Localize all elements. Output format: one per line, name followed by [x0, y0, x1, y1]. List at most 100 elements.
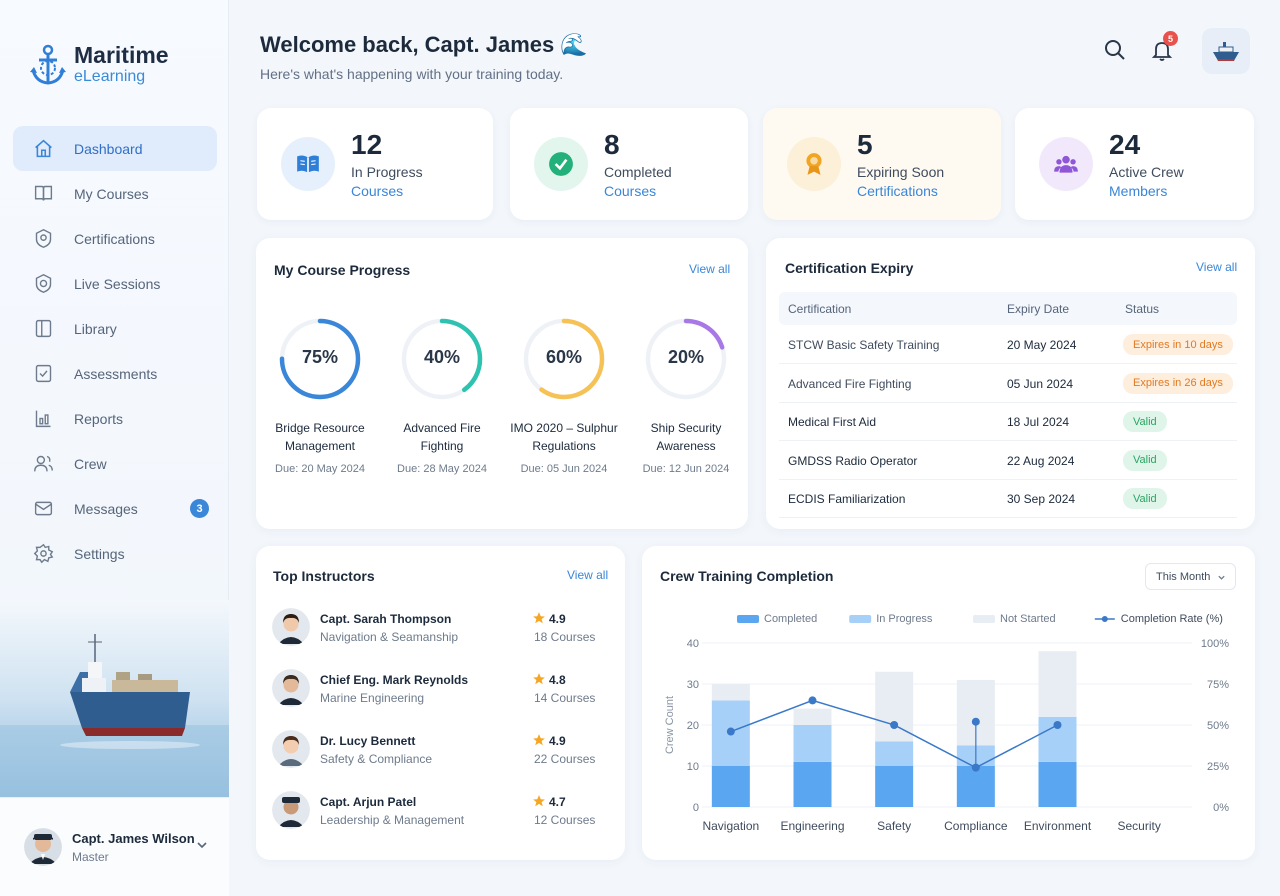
sidebar-item-my-courses[interactable]: My Courses — [13, 171, 217, 216]
cert-table-header: Certification Expiry Date Status — [779, 292, 1237, 325]
stat-number: 24 — [1109, 128, 1141, 160]
stat-card-crew[interactable]: 24 Active Crew Members — [1015, 108, 1254, 220]
ring-progress-arc — [401, 318, 483, 400]
stat-icon-wrap — [534, 137, 588, 191]
bar-segment[interactable] — [793, 761, 832, 807]
bell-icon[interactable] — [1150, 38, 1174, 62]
list-item[interactable]: Dr. Lucy Bennett Safety & Compliance 4.9 22… — [272, 730, 602, 770]
ring-progress-arc — [645, 318, 727, 400]
period-select[interactable]: This Month — [1145, 563, 1236, 590]
bar-segment[interactable] — [711, 684, 750, 701]
stat-card-expiring[interactable]: 5 Expiring Soon Certifications — [763, 108, 1001, 220]
brand-subtitle: eLearning — [74, 68, 146, 85]
sidebar-item-live-sessions[interactable]: Live Sessions — [13, 261, 217, 306]
stat-number: 12 — [351, 128, 383, 160]
bar-segment[interactable] — [956, 766, 995, 807]
table-row[interactable]: Medical First Aid 18 Jul 2024 Valid — [779, 403, 1237, 441]
checklist-icon — [35, 364, 52, 383]
instructor-course-count: 18 Courses — [534, 630, 596, 644]
sidebar-item-reports[interactable]: Reports — [13, 396, 217, 441]
page-subtitle: Here's what's happening with your traini… — [260, 66, 564, 82]
bar-segment[interactable] — [1038, 761, 1077, 807]
list-item[interactable]: Capt. Sarah Thompson Navigation & Seamans… — [272, 608, 602, 648]
progress-ring[interactable]: 60% — [522, 317, 606, 401]
progress-ring[interactable]: 40% — [400, 317, 484, 401]
view-all-link[interactable]: View all — [567, 568, 609, 582]
x-tick-label: Compliance — [944, 819, 1008, 833]
period-select-value: This Month — [1156, 570, 1211, 583]
legend-line-marker — [1101, 616, 1108, 622]
progress-ring[interactable]: 20% — [644, 317, 728, 401]
card-title: My Course Progress — [274, 262, 411, 278]
star-icon — [533, 734, 545, 746]
sidebar-item-settings[interactable]: Settings — [13, 531, 217, 576]
cert-expiry-date: 18 Jul 2024 — [1007, 415, 1070, 429]
sidebar-item-assessments[interactable]: Assessments — [13, 351, 217, 396]
view-all-link[interactable]: View all — [1196, 260, 1238, 274]
avatar — [272, 791, 310, 829]
bar-segment[interactable] — [1038, 651, 1077, 717]
stat-card-completed[interactable]: 8 Completed Courses — [510, 108, 748, 220]
stat-label: In Progress — [351, 163, 423, 180]
line-point[interactable] — [971, 763, 980, 772]
bar-segment[interactable] — [875, 741, 914, 766]
stat-icon-wrap — [787, 137, 841, 191]
stat-sublabel: Courses — [351, 182, 404, 199]
sidebar-item-label: Assessments — [74, 365, 158, 382]
list-item[interactable]: Capt. Arjun Patel Leadership & Management… — [272, 791, 602, 831]
instructor-rating: 4.9 — [549, 734, 566, 748]
bar-segment[interactable] — [793, 708, 832, 725]
instructor-name: Capt. Arjun Patel — [320, 795, 417, 809]
progress-ring-chart — [645, 318, 727, 400]
ship-avatar-button[interactable] — [1202, 28, 1250, 74]
line-point[interactable] — [726, 727, 735, 736]
instructor-rating: 4.7 — [549, 795, 566, 809]
sidebar-item-messages[interactable]: Messages 3 — [13, 486, 217, 531]
cert-expiry-date: 05 Jun 2024 — [1007, 376, 1074, 391]
progress-ring[interactable]: 75% — [278, 317, 362, 401]
stat-card-in-progress[interactable]: 12 In Progress Courses — [257, 108, 493, 220]
instructor-name: Dr. Lucy Bennett — [320, 734, 416, 748]
x-tick-label: Safety — [877, 819, 911, 833]
table-row[interactable]: STCW Basic Safety Training 20 May 2024 Exp… — [779, 326, 1237, 364]
y-tick-label: 20 — [687, 720, 699, 732]
sidebar-item-crew[interactable]: Crew — [13, 441, 217, 486]
progress-ring-chart — [401, 318, 483, 400]
search-icon[interactable] — [1103, 38, 1127, 62]
list-item[interactable]: Chief Eng. Mark Reynolds Marine Engineeri… — [272, 669, 602, 709]
bar-segment[interactable] — [793, 725, 832, 762]
sidebar-item-library[interactable]: Library — [13, 306, 217, 351]
messages-count-badge: 3 — [190, 499, 209, 518]
chevron-down-icon[interactable] — [195, 838, 209, 852]
line-point[interactable] — [1053, 721, 1062, 729]
sidebar-item-label: Settings — [74, 545, 125, 562]
bar-segment[interactable] — [875, 671, 914, 742]
sidebar-item-certifications[interactable]: Certifications — [13, 216, 217, 261]
y2-tick-label: 75% — [1207, 679, 1229, 691]
check-circle-icon — [549, 152, 573, 176]
course-name: Advanced Fire Fighting — [403, 421, 481, 453]
avatar — [272, 730, 310, 768]
mail-icon — [34, 501, 53, 516]
table-row[interactable]: ECDIS Familiarization 30 Sep 2024 Valid — [779, 480, 1237, 518]
table-row[interactable]: Advanced Fire Fighting 05 Jun 2024 Expires… — [779, 365, 1237, 403]
user-profile[interactable]: Capt. James Wilson Master — [0, 797, 229, 896]
ship-icon — [1213, 42, 1239, 61]
sidebar-item-label: Certifications — [74, 230, 155, 247]
brand[interactable]: Maritime eLearning — [28, 42, 169, 88]
view-all-link[interactable]: View all — [689, 262, 731, 276]
users-icon — [1054, 155, 1078, 173]
bar-segment[interactable] — [875, 766, 914, 807]
sidebar-item-label: Messages — [74, 500, 138, 517]
y2-tick-label: 25% — [1207, 761, 1229, 773]
line-point[interactable] — [971, 717, 980, 726]
ship-illustration — [0, 600, 229, 797]
sidebar-item-label: Dashboard — [74, 140, 143, 157]
line-point[interactable] — [890, 721, 899, 729]
bar-segment[interactable] — [711, 766, 750, 807]
table-row[interactable]: GMDSS Radio Operator 22 Aug 2024 Valid — [779, 442, 1237, 480]
cert-name: Advanced Fire Fighting — [788, 376, 912, 391]
sidebar-item-dashboard[interactable]: Dashboard — [13, 126, 217, 171]
instructor-name: Chief Eng. Mark Reynolds — [320, 673, 469, 687]
line-point[interactable] — [808, 696, 817, 705]
